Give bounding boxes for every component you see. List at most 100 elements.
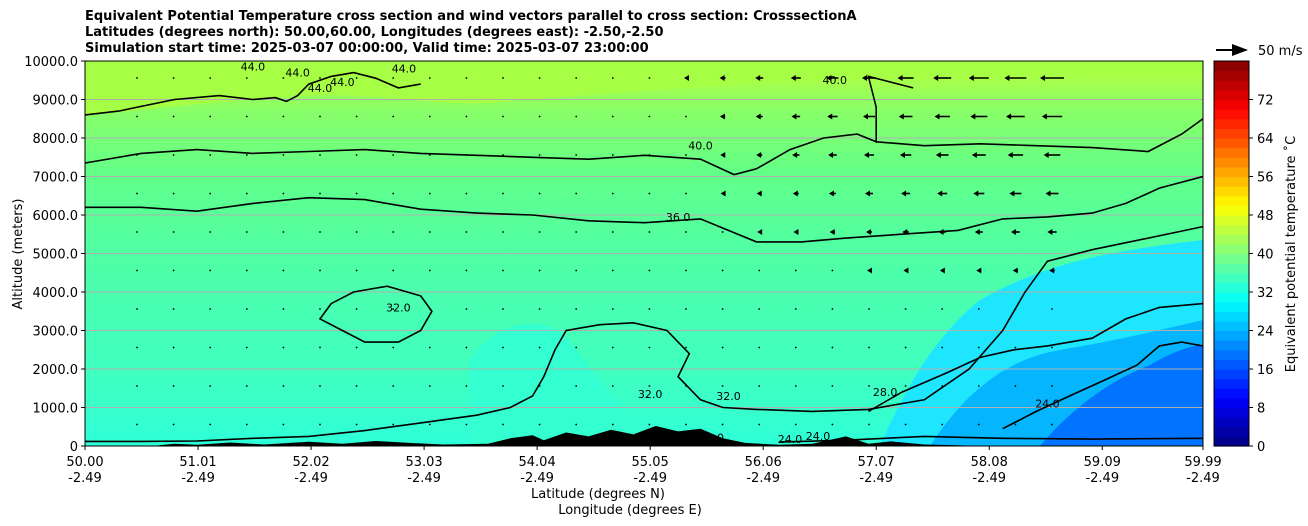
wind-vector [465,269,468,272]
wind-vector-head [719,113,725,120]
wind-vector-head [976,267,982,274]
wind-vector-head [970,113,976,120]
wind-vector [575,192,578,195]
chart-title-line-2: Latitudes (degrees north): 50.00,60.00, … [85,25,664,40]
wind-vector [685,308,687,310]
wind-vector-head [935,152,941,158]
wind-vector [136,77,138,79]
wind-vector [1051,346,1053,349]
wind-vector [136,385,138,387]
y-tick-label: 9000.0 [33,94,79,109]
wind-vector [538,231,541,233]
wind-vector-head [866,229,871,235]
wind-vector [355,77,358,79]
wind-vector-head [826,75,832,81]
wind-vector [831,423,834,426]
wind-vector [648,385,651,387]
quiver-key-label: 50 m/s [1258,44,1303,59]
colorbar-band [1214,70,1249,81]
wind-vector-head [720,190,726,197]
wind-vector [575,115,578,118]
wind-vector [977,346,980,349]
wind-vector-head [828,190,834,197]
x-axis: 50.00-2.4951.01-2.4952.02-2.4953.03-2.49… [66,446,1222,486]
wind-vector [428,77,431,79]
wind-vector [648,115,651,118]
wind-vector [904,308,907,310]
contour-40.0 [85,75,914,176]
chart-title-line-3: Simulation start time: 2025-03-07 00:00:… [85,41,649,56]
x-tick-label-lon: -2.49 [520,471,554,486]
wind-vector-head [757,229,763,235]
wind-vector-head [1012,267,1018,274]
wind-vector [282,192,285,195]
colorbar-tick-label: 48 [1257,209,1274,224]
contour-label: 44.0 [308,82,333,95]
wind-vector [648,77,651,79]
contour-label: 24.0 [806,430,831,443]
wind-vector [611,154,614,156]
wind-vector-head [864,152,869,158]
x-axis-label-longitude: Longitude (degrees E) [558,503,702,518]
colorbar-band [1214,388,1249,399]
colorbar-band [1214,407,1249,418]
wind-vector-head [756,152,762,158]
wind-vector [648,346,651,349]
contour-44.0 [85,71,421,116]
wind-vector [977,385,980,387]
wind-vector [502,423,504,426]
wind-vector [282,269,285,272]
wind-vector [282,308,285,310]
wind-vector [721,346,724,349]
wind-vector-head [1004,75,1010,81]
x-tick-label-lon: -2.49 [68,471,102,486]
x-tick-label-lon: -2.49 [859,471,893,486]
colorbar-band [1214,340,1249,351]
x-tick-label-lat: 53.03 [405,455,442,470]
wind-vector [209,423,212,426]
wind-vector [428,385,431,387]
contour-label: 44.0 [241,61,266,74]
wind-vector [721,231,724,233]
wind-vector [502,192,504,195]
wind-vector-head [791,113,797,120]
wind-vector [209,192,212,195]
colorbar-band [1214,215,1249,226]
wind-vector [685,154,687,156]
wind-vector [1051,308,1053,310]
contour-lines [85,71,1203,443]
wind-vector [721,385,724,387]
colorbar-band [1214,234,1249,245]
colorbar-band [1214,243,1249,255]
wind-vector [1014,385,1017,387]
wind-vector [172,115,175,118]
colorbar-band [1214,378,1249,389]
wind-vector-head [1047,229,1053,235]
wind-vector [575,346,578,349]
contour-40.0 [876,118,1203,153]
wind-vector-head [863,113,868,120]
wind-vector [319,231,321,233]
wind-vector-head [792,190,798,197]
x-tick-label-lon: -2.49 [294,471,328,486]
wind-vector [502,269,504,272]
wind-vector [685,269,687,272]
wind-vector [502,346,504,349]
colorbar-band [1214,224,1249,235]
wind-vector [428,346,431,349]
colorbar-band [1214,349,1249,360]
wind-vector [355,385,358,387]
wind-vector [428,115,431,118]
wind-vector-head [827,113,833,120]
wind-vector [428,269,431,272]
wind-vector [648,423,651,426]
wind-vector-head [1011,229,1017,235]
wind-vector [538,154,541,156]
wind-vector [611,308,614,310]
wind-vector-head [901,190,907,197]
y-axis-label: Altitude (meters) [11,199,26,310]
wind-vector [428,154,431,156]
wind-vector [319,385,321,387]
wind-vector [868,423,870,426]
contour-label: 32.0 [638,388,663,401]
